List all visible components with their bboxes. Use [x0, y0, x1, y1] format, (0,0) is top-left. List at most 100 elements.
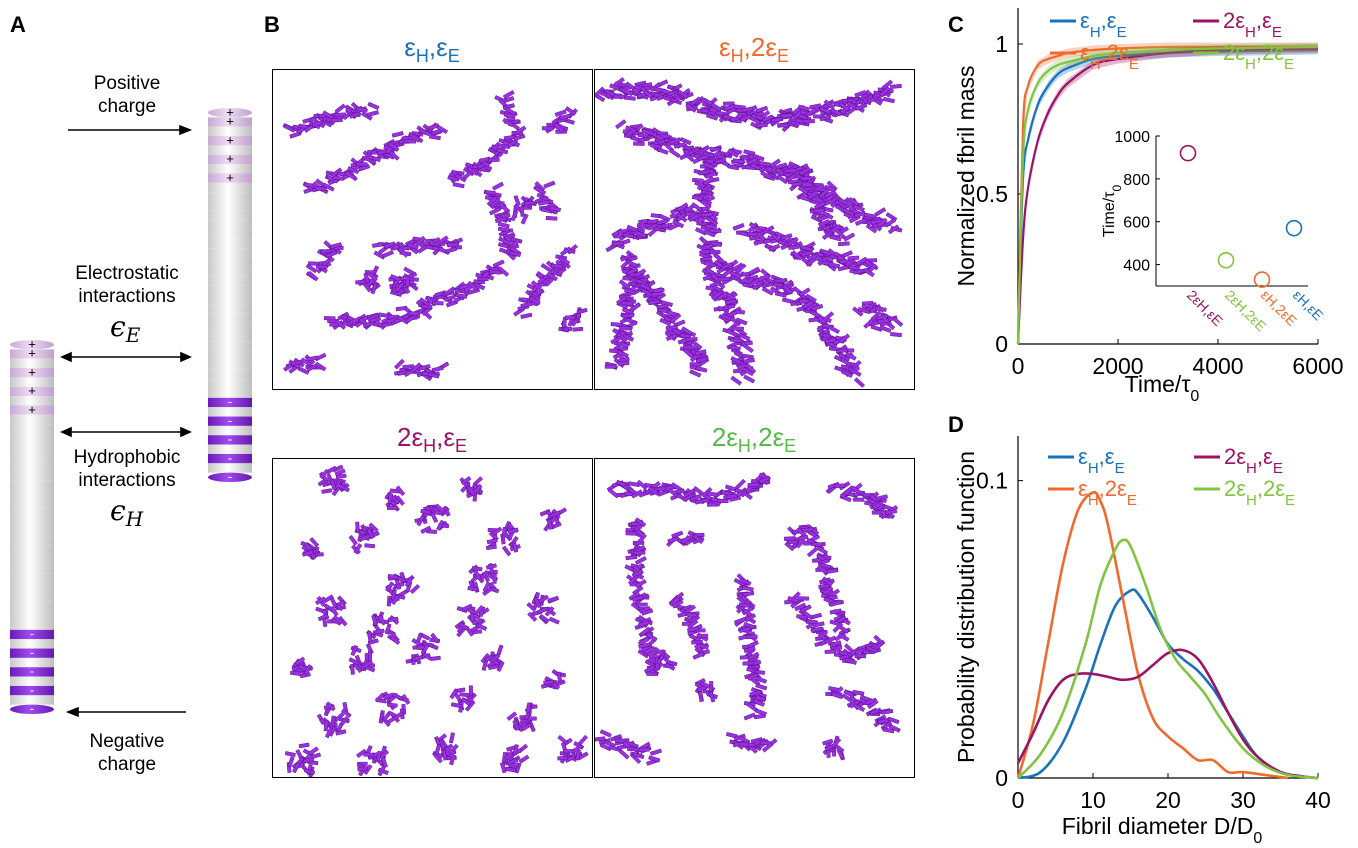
- fibril-rod: [513, 195, 521, 207]
- fibril-rod: [563, 749, 574, 754]
- series-line: [1016, 45, 1318, 345]
- fibril-rod: [322, 594, 334, 604]
- rod-bead: [208, 295, 252, 305]
- fibril-rod: [482, 581, 491, 593]
- y-tick-label: 0.1: [976, 468, 1008, 494]
- fibril-rod: [728, 344, 741, 351]
- fibril: [733, 573, 768, 721]
- fibril-rod: [867, 699, 879, 710]
- fibril-rod: [685, 102, 697, 113]
- fibril-rod: [788, 244, 800, 250]
- plus-sign: +: [226, 114, 234, 129]
- fibril-rod: [460, 476, 472, 486]
- fibril-rod: [466, 485, 476, 497]
- aggregate: [499, 743, 530, 774]
- negative-charge-label: Negative charge: [89, 731, 165, 775]
- fibril-rod: [496, 644, 504, 656]
- fibril-rod: [544, 606, 555, 617]
- fibril-rod: [540, 263, 553, 273]
- fibril: [825, 481, 899, 520]
- fibril-rod: [665, 333, 679, 341]
- aggregate: [539, 507, 567, 532]
- epsilon-h-symbol: ϵH: [110, 494, 144, 531]
- fibril-rod: [356, 748, 367, 758]
- fibril-rod: [334, 712, 345, 722]
- fibril-rod: [892, 316, 904, 327]
- fibril-rod: [829, 234, 842, 242]
- fibril-rod: [689, 96, 702, 107]
- fibril-rod: [468, 685, 474, 696]
- legend-label: 2εH,2εE: [1223, 40, 1294, 73]
- y-axis-label: Normalized fbril mass: [953, 65, 979, 286]
- fibril-rod: [543, 180, 556, 189]
- fibril-rod: [631, 489, 643, 499]
- inset-y-label: Time/τ0: [1101, 184, 1124, 237]
- rod-bead: [208, 444, 252, 454]
- aggregate: [652, 646, 678, 672]
- fibril-rod: [388, 141, 400, 152]
- fibril-rod: [656, 218, 669, 226]
- minus-sign: -: [30, 626, 34, 641]
- fibril-rod: [637, 636, 650, 646]
- fibril-rod: [670, 312, 682, 324]
- rod-bead: [208, 257, 252, 267]
- aggregate: [384, 485, 406, 512]
- fibril-rod: [807, 190, 819, 201]
- fibril-rod: [706, 491, 719, 497]
- fibril-rod: [768, 243, 781, 252]
- fibril-rod: [545, 215, 558, 221]
- fibril-rod: [834, 483, 846, 489]
- fibril-rod: [687, 626, 699, 633]
- fibril-rod: [477, 276, 489, 282]
- fibril-rod: [303, 664, 313, 676]
- rod-bead: [208, 145, 252, 155]
- fibril-rod: [297, 366, 310, 375]
- sim-title-2eh-ee: 2εH,εE: [397, 422, 467, 457]
- fibril-rod: [734, 617, 747, 625]
- fibril: [372, 235, 464, 260]
- plus-sign: +: [226, 132, 234, 147]
- fibril-rod: [613, 94, 625, 99]
- rod-bead: [10, 620, 54, 630]
- fibril-rod: [485, 563, 497, 570]
- fibril-rod: [558, 256, 571, 266]
- fibril-rod: [786, 540, 798, 545]
- fibril-rod: [444, 246, 458, 254]
- aggregate: [315, 594, 348, 627]
- fibril: [725, 731, 778, 754]
- fibril-rod: [692, 533, 704, 545]
- minus-sign: -: [30, 701, 34, 716]
- fibril-rod: [334, 103, 346, 114]
- fibril-rod: [824, 649, 837, 654]
- fibril-rod: [743, 645, 756, 654]
- fibril-rod: [472, 569, 482, 581]
- fibril: [615, 119, 903, 235]
- fibril-rod: [332, 615, 344, 625]
- fibril-rod: [314, 361, 327, 372]
- fibril-rod: [556, 671, 563, 683]
- x-axis-label: Fibril diameter D/D0: [1062, 813, 1263, 847]
- fibril-rod: [626, 267, 639, 276]
- x-tick-label: 40: [1305, 787, 1331, 813]
- rod-bead: [208, 136, 252, 146]
- fibril-rod: [508, 763, 520, 768]
- fibril-rod: [840, 357, 852, 368]
- rod-bead: [10, 424, 54, 434]
- fibril-rod: [887, 224, 900, 235]
- fibril-rod: [319, 468, 330, 480]
- fibril-rod: [524, 200, 535, 206]
- fibril-rod: [795, 538, 806, 549]
- fibril: [282, 101, 380, 139]
- fibril-rod: [621, 300, 634, 307]
- rod-bead: [10, 461, 54, 471]
- fibril-rod: [806, 546, 819, 558]
- fibril-rod: [747, 277, 760, 288]
- series-line: [1016, 648, 1319, 780]
- fibril-rod: [869, 707, 882, 716]
- plus-sign: +: [226, 170, 234, 185]
- series-line: [1016, 490, 1289, 780]
- fibril-rod: [621, 307, 634, 315]
- fibril-rod: [546, 271, 558, 282]
- fibril-rod: [557, 755, 568, 761]
- fibril-rod: [364, 543, 376, 549]
